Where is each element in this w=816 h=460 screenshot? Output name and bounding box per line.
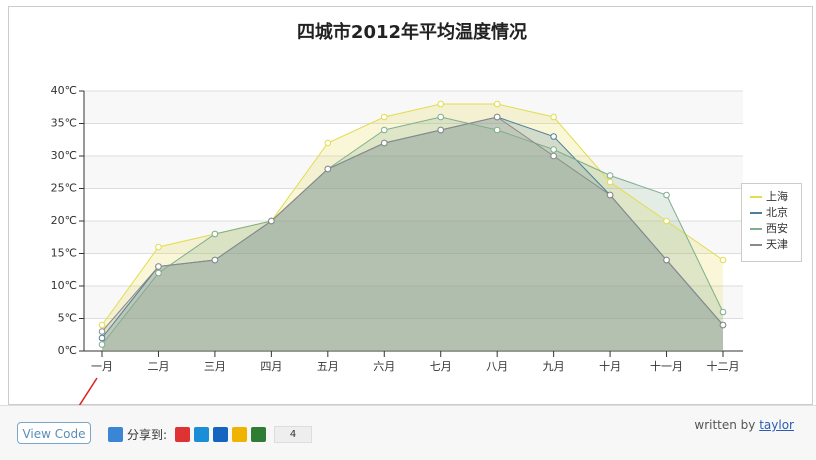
point xyxy=(98,328,106,335)
point xyxy=(493,113,501,121)
point xyxy=(380,113,388,121)
renren-icon[interactable] xyxy=(213,426,229,442)
author-link[interactable]: taylor xyxy=(759,418,794,432)
point xyxy=(493,126,501,134)
x-tick-label: 三月 xyxy=(204,360,226,373)
point xyxy=(719,321,727,329)
x-tick-label: 五月 xyxy=(317,360,339,373)
point xyxy=(719,256,727,264)
point xyxy=(437,100,445,108)
point xyxy=(663,191,670,199)
point xyxy=(324,139,332,147)
qzone-icon[interactable] xyxy=(194,426,210,442)
point xyxy=(211,256,219,264)
credit-text: written by xyxy=(694,418,756,432)
point xyxy=(98,341,106,348)
y-tick-label: 0℃ xyxy=(58,344,77,357)
weibo-icon[interactable] xyxy=(175,426,191,442)
share-count: 4 xyxy=(274,425,313,443)
chart-frame xyxy=(8,6,813,405)
legend-label: 天津 xyxy=(766,238,788,251)
point xyxy=(437,126,445,134)
point xyxy=(606,191,614,199)
point xyxy=(324,165,332,173)
x-tick-label: 二月 xyxy=(147,360,169,373)
legend-label: 西安 xyxy=(766,221,788,235)
x-tick-label: 九月 xyxy=(543,360,565,373)
point xyxy=(437,113,445,121)
point xyxy=(155,243,162,251)
y-tick-label: 20℃ xyxy=(51,214,77,227)
y-tick-label: 35℃ xyxy=(51,117,77,130)
footer: View Code 分享到: 4 written by taylor xyxy=(0,405,816,460)
point xyxy=(211,230,219,238)
point xyxy=(663,256,670,264)
point xyxy=(606,172,614,179)
point xyxy=(155,263,162,270)
x-tick-label: 十一月 xyxy=(650,359,683,373)
x-tick-label: 四月 xyxy=(260,360,282,373)
point xyxy=(380,126,388,134)
point xyxy=(98,321,106,329)
area xyxy=(102,117,723,351)
point xyxy=(380,139,388,147)
point xyxy=(550,113,557,121)
point xyxy=(268,217,275,225)
x-tick-label: 十月 xyxy=(599,359,621,373)
douban-icon[interactable] xyxy=(251,426,267,442)
point xyxy=(550,152,557,160)
legend-label: 北京 xyxy=(766,205,788,219)
line xyxy=(101,103,724,326)
share-label: 分享到: xyxy=(127,427,168,442)
y-tick-label: 40℃ xyxy=(51,84,77,97)
point xyxy=(550,133,557,140)
credit: written by taylor xyxy=(694,418,794,432)
legend-label: 上海 xyxy=(766,189,788,203)
point xyxy=(719,308,727,316)
grid-band xyxy=(84,91,743,124)
point xyxy=(98,334,106,342)
y-tick-label: 15℃ xyxy=(51,247,77,260)
x-tick-label: 七月 xyxy=(430,360,452,373)
view-code-button[interactable]: View Code xyxy=(17,422,91,444)
chart-title: 四城市2012年平均温度情况 xyxy=(297,21,527,43)
area xyxy=(102,117,723,351)
arrow xyxy=(78,377,98,405)
share-bar: 分享到: 4 xyxy=(108,425,313,443)
x-tick-label: 一月 xyxy=(91,360,113,373)
y-tick-label: 10℃ xyxy=(51,279,77,292)
point xyxy=(663,217,670,225)
grid-band xyxy=(84,286,743,319)
area xyxy=(102,117,723,351)
point xyxy=(550,146,557,153)
chart: 四城市2012年平均温度情况 0℃ 5℃ 10℃ 15℃ 20℃ 25℃ 30℃ 35℃ 40℃… xyxy=(8,6,813,405)
x-tick-label: 六月 xyxy=(373,360,395,373)
y-tick-label: 5℃ xyxy=(58,312,77,325)
plot: 0℃ 5℃ 10℃ 15℃ 20℃ 25℃ 30℃ 35℃ 40℃ 一月 二月 三月 四月 五月 六月 七月 八… xyxy=(51,84,743,373)
point xyxy=(606,178,614,186)
line xyxy=(101,116,724,345)
y-tick-label: 30℃ xyxy=(51,149,77,162)
line xyxy=(101,116,724,332)
point xyxy=(155,269,162,277)
kaixin-icon[interactable] xyxy=(232,426,248,442)
x-tick-label: 十二月 xyxy=(707,359,740,373)
y-tick-label: 25℃ xyxy=(51,182,77,195)
share-icon[interactable] xyxy=(108,426,123,442)
x-tick-label: 八月 xyxy=(486,360,508,373)
point xyxy=(493,100,501,108)
